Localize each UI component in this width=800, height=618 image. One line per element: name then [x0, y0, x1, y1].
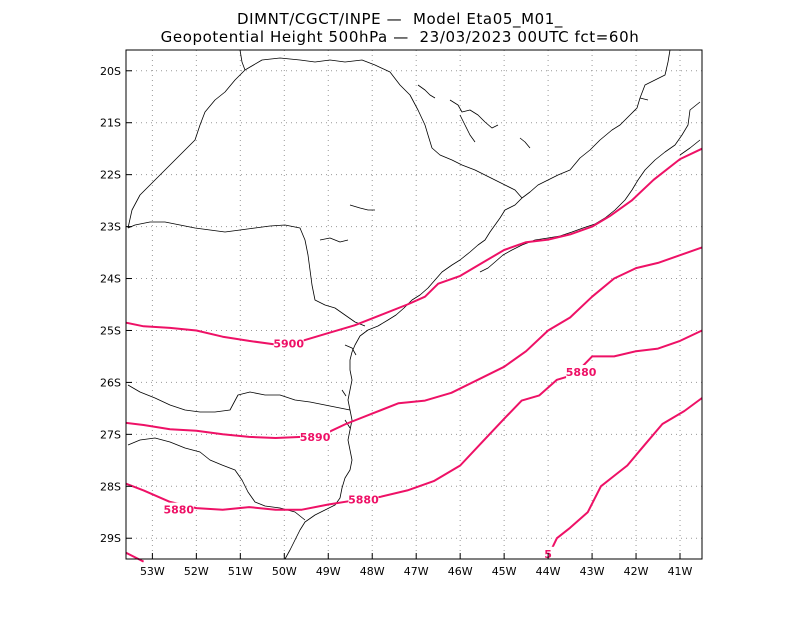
title-line-1: DIMNT/CGCT/INPE — Model Eta05_M01_: [236, 10, 564, 28]
lat-tick-label: 23S: [100, 221, 121, 234]
lon-tick-label: 49W: [316, 565, 341, 578]
lat-tick-label: 28S: [100, 480, 121, 493]
geopotential-contours: [125, 147, 703, 563]
lon-tick-label: 48W: [360, 565, 385, 578]
state-border: [127, 384, 351, 413]
reservoir: [319, 204, 375, 243]
lon-tick-label: 44W: [536, 565, 561, 578]
state-border: [127, 221, 366, 327]
contour-label-bg: [566, 365, 597, 379]
graticule: [126, 50, 702, 559]
lat-tick-label: 20S: [100, 65, 121, 78]
state-border: [127, 437, 306, 521]
coastline-borders: [127, 49, 701, 560]
island: [341, 344, 357, 429]
lon-tick-label: 46W: [448, 565, 473, 578]
lon-tick-label: 53W: [140, 565, 165, 578]
contour-label: 5880: [348, 493, 379, 506]
lon-tick-label: 51W: [228, 565, 253, 578]
contour-label: 5900: [273, 337, 304, 350]
state-border: [639, 97, 649, 101]
lon-tick-label: 43W: [580, 565, 605, 578]
lon-tick-label: 42W: [624, 565, 649, 578]
coastline: [284, 49, 671, 560]
lon-tick-label: 45W: [492, 565, 517, 578]
contour-label: 5880: [163, 504, 194, 517]
reservoir: [417, 84, 499, 143]
lat-tick-label: 26S: [100, 376, 121, 389]
state-border: [239, 49, 246, 71]
lon-tick-label: 47W: [404, 565, 429, 578]
lat-tick-label: 25S: [100, 324, 121, 337]
axis-ticks: 53W 52W 51W 50W 49W 48W 47W 46W 45W 44W 43W 42W 41W 2…: [100, 65, 693, 578]
contour-5880: [125, 329, 703, 511]
lon-tick-label: 52W: [184, 565, 209, 578]
state-border: [127, 57, 523, 229]
lon-tick-label: 41W: [668, 565, 693, 578]
contour-label: 5890: [300, 431, 331, 444]
contour-label-bg: [163, 502, 194, 516]
contour-5870: [547, 397, 703, 557]
contour-5900: [125, 147, 703, 346]
lat-tick-label: 27S: [100, 428, 121, 441]
reservoir: [519, 137, 531, 149]
state-border: [679, 139, 701, 156]
contour-5890: [125, 246, 703, 439]
title-line-2: Geopotential Height 500hPa — 23/03/2023 …: [160, 28, 640, 46]
contour-5900: [125, 551, 145, 563]
lat-tick-label: 29S: [100, 532, 121, 545]
lat-tick-label: 22S: [100, 169, 121, 182]
contour-label-bg: [348, 492, 379, 506]
contour-label-bg: [300, 429, 331, 443]
contour-label: 5880: [566, 366, 597, 379]
lat-tick-label: 24S: [100, 273, 121, 286]
lon-tick-label: 50W: [272, 565, 297, 578]
plot-frame: [125, 49, 703, 560]
lat-tick-label: 21S: [100, 117, 121, 130]
contour-label-bg: [273, 336, 304, 350]
